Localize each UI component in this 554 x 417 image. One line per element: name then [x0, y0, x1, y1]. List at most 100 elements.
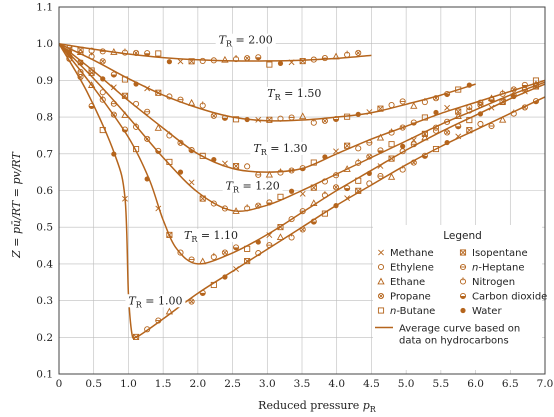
- legend-entry-3: n-Heptane: [472, 263, 525, 274]
- data-point-s4: [388, 155, 395, 162]
- marker-circle: [355, 145, 362, 152]
- data-point-s1: [299, 112, 307, 120]
- marker-stroke: [522, 105, 527, 110]
- marker-square: [121, 76, 129, 83]
- marker-circle: [144, 135, 151, 142]
- marker-fill: [377, 150, 384, 154]
- marker-filled: [166, 59, 172, 65]
- marker-stroke: [155, 89, 162, 96]
- marker-stroke: [511, 87, 516, 92]
- marker-stroke: [411, 160, 416, 165]
- legend-marker-0: [378, 249, 384, 256]
- data-point-s1: [444, 90, 451, 98]
- marker-stroke: [466, 127, 473, 134]
- x-tick-label: 1.0: [120, 378, 137, 390]
- data-point-s4: [155, 205, 162, 212]
- data-point-s1: [110, 71, 117, 78]
- marker-circle: [366, 180, 373, 187]
- marker-stroke: [478, 102, 483, 108]
- marker-fill: [111, 74, 117, 78]
- data-point-s2: [466, 104, 473, 111]
- data-point-s5: [99, 126, 106, 134]
- marker-square: [344, 113, 351, 120]
- marker-circle: [277, 115, 284, 122]
- marker-triangle: [110, 48, 118, 55]
- y-tick-labels: 0.1 0.2 0.3 0.4 0.5 0.6 0.7 0.8 0.9 1.0 1.1: [36, 2, 53, 381]
- data-point-s4: [510, 92, 517, 99]
- data-point-s1: [76, 48, 85, 55]
- data-point-s5: [155, 317, 162, 324]
- marker-stroke: [244, 258, 251, 264]
- marker-square: [388, 141, 395, 148]
- marker-fill: [333, 118, 339, 122]
- data-point-s4: [455, 123, 462, 130]
- y-tick-label: 1.1: [36, 2, 53, 14]
- data-point-s2: [510, 86, 517, 93]
- data-point-s5: [210, 281, 217, 289]
- legend-marker-5: [459, 277, 467, 285]
- marker-filled: [177, 169, 184, 175]
- data-point-s0: [144, 50, 151, 57]
- data-point-s5: [299, 226, 306, 233]
- data-point-s2: [333, 148, 339, 155]
- y-tick-label: 0.7: [36, 148, 53, 160]
- data-point-s2: [166, 131, 173, 139]
- curve-label-bg: [125, 294, 186, 308]
- marker-filled: [366, 170, 372, 176]
- marker-stroke: [78, 74, 83, 80]
- data-point-s1: [255, 116, 262, 123]
- marker-triangle: [421, 133, 429, 141]
- data-point-s2: [177, 139, 184, 146]
- marker-triangle: [299, 112, 307, 120]
- data-point-s4: [133, 146, 140, 153]
- data-point-s4: [466, 117, 473, 124]
- data-point-s0: [155, 50, 162, 57]
- marker-square: [277, 193, 284, 200]
- data-point-s3: [388, 141, 395, 148]
- data-point-s4: [488, 104, 495, 111]
- marker-stroke: [344, 195, 351, 202]
- data-point-s1: [221, 114, 228, 121]
- marker-triangle: [87, 81, 96, 88]
- marker-fill: [422, 155, 428, 159]
- marker-stroke: [233, 163, 239, 170]
- marker-square: [421, 114, 428, 121]
- x-tick-label: 2.0: [190, 378, 207, 390]
- data-point-s5: [532, 98, 540, 105]
- marker-circle: [321, 178, 328, 185]
- marker-triangle: [310, 199, 318, 207]
- x-tick-labels: 0 0.5 1.0 1.5 2.0 2.5 3.0 3.5 4.0 4.5 5.0 5.5 6.0 6.5…: [56, 378, 554, 390]
- data-point-s1: [266, 116, 273, 123]
- data-point-s5: [188, 298, 195, 305]
- marker-stroke: [356, 50, 361, 56]
- data-point-s4: [166, 231, 173, 238]
- marker-circle: [77, 73, 84, 81]
- marker-fill: [144, 53, 150, 56]
- marker-fill: [200, 292, 206, 296]
- data-point-s4: [421, 133, 429, 141]
- data-point-s0: [232, 55, 240, 63]
- marker-square: [459, 249, 467, 256]
- marker-filled: [111, 151, 117, 157]
- marker-stroke: [455, 108, 462, 115]
- marker-stroke: [266, 116, 273, 123]
- data-point-s5: [344, 195, 351, 202]
- marker-square: [299, 58, 306, 65]
- data-point-s5: [133, 333, 140, 340]
- data-points: [66, 44, 540, 340]
- marker-circle: [444, 129, 451, 136]
- marker-triangle: [121, 111, 129, 118]
- marker-circle: [255, 202, 262, 209]
- marker-filled: [222, 274, 228, 280]
- marker-filled: [322, 154, 328, 160]
- data-point-s2: [388, 128, 395, 136]
- marker-stroke: [300, 227, 305, 232]
- data-point-s3: [199, 195, 206, 202]
- marker-square: [377, 105, 384, 112]
- data-point-s4: [366, 170, 372, 176]
- marker-stroke: [344, 142, 351, 149]
- x-tick-label: 5.0: [398, 378, 415, 390]
- data-point-s3: [454, 112, 462, 120]
- marker-circle: [133, 100, 140, 107]
- data-point-s0: [188, 58, 195, 65]
